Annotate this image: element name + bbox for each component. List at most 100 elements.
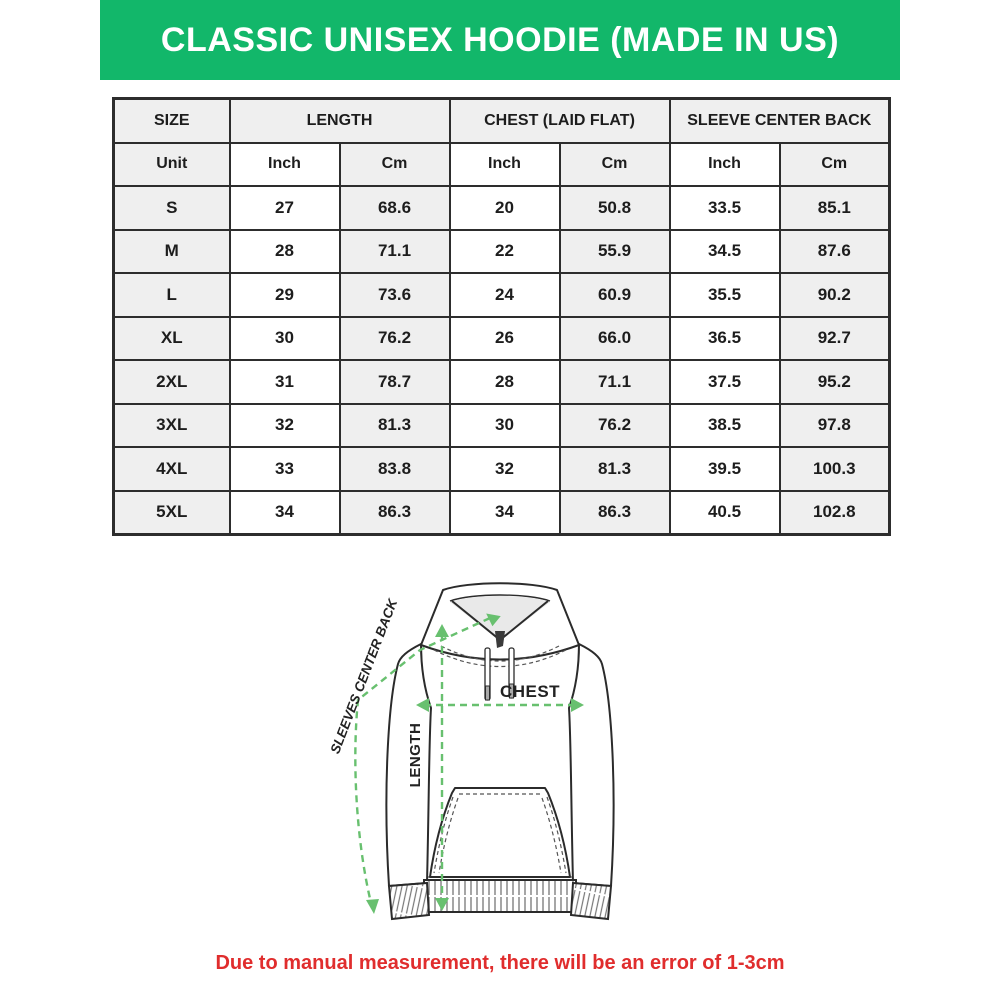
hood-rim-line xyxy=(449,594,551,602)
size-cell: S xyxy=(112,185,231,231)
hoodie-right-sleeve xyxy=(568,643,615,887)
value-cell: 28 xyxy=(228,228,341,274)
value-cell: 24 xyxy=(448,272,561,318)
size-cell: 2XL xyxy=(112,359,231,405)
chest-measure-arrow-right xyxy=(571,698,584,712)
value-cell: 38.5 xyxy=(668,402,781,448)
hoodie-right-cuff xyxy=(569,881,613,921)
table-row: M 28 71.1 22 55.9 34.5 87.6 xyxy=(112,228,891,274)
size-chart-table: SIZE LENGTH CHEST (LAID FLAT) SLEEVE CEN… xyxy=(112,97,892,536)
value-cell: 28 xyxy=(448,359,561,405)
value-cell: 31 xyxy=(228,359,341,405)
value-cell: 32 xyxy=(228,402,341,448)
hoodie-measurement-diagram: CHEST LENGTH SLEEVES CENTER BACK xyxy=(330,582,615,921)
value-cell: 97.8 xyxy=(778,402,891,448)
pocket-stitch-left xyxy=(433,796,454,874)
pocket-stitch-left-inner xyxy=(438,797,459,874)
table-unit-row: Unit Inch Cm Inch Cm Inch Cm xyxy=(112,141,891,187)
value-cell: 32 xyxy=(448,446,561,492)
value-cell: 60.9 xyxy=(558,272,671,318)
value-cell: 66.0 xyxy=(558,315,671,361)
hoodie-left-cuff xyxy=(387,881,431,921)
value-cell: 27 xyxy=(228,185,341,231)
size-cell: 4XL xyxy=(112,446,231,492)
unit-cell: Cm xyxy=(338,141,451,187)
value-cell: 33 xyxy=(228,446,341,492)
chest-label: CHEST xyxy=(500,682,560,701)
unit-cell: Inch xyxy=(228,141,341,187)
drawstring-right-aglet xyxy=(509,683,514,699)
measurement-error-note: Due to manual measurement, there will be… xyxy=(215,952,785,974)
value-cell: 29 xyxy=(228,272,341,318)
value-cell: 78.7 xyxy=(338,359,451,405)
value-cell: 35.5 xyxy=(668,272,781,318)
unit-cell: Cm xyxy=(558,141,671,187)
table-row: 5XL 34 86.3 34 86.3 40.5 102.8 xyxy=(112,489,891,536)
length-label: LENGTH xyxy=(407,723,424,788)
value-cell: 86.3 xyxy=(338,489,451,536)
unit-cell: Unit xyxy=(112,141,231,187)
hood-interior xyxy=(450,596,550,640)
collar-stitch-outer xyxy=(433,649,567,668)
value-cell: 55.9 xyxy=(558,228,671,274)
value-cell: 50.8 xyxy=(558,185,671,231)
value-cell: 20 xyxy=(448,185,561,231)
collar-stitch-inner xyxy=(440,645,560,662)
value-cell: 40.5 xyxy=(668,489,781,536)
size-cell: 5XL xyxy=(112,489,231,536)
length-measure-arrow-bottom xyxy=(435,898,449,911)
pocket-stitch-right xyxy=(546,796,567,874)
unit-cell: Inch xyxy=(668,141,781,187)
table-row: XL 30 76.2 26 66.0 36.5 92.7 xyxy=(112,315,891,361)
title-banner: CLASSIC UNISEX HOODIE (MADE IN US) xyxy=(100,0,900,80)
value-cell: 83.8 xyxy=(338,446,451,492)
value-cell: 100.3 xyxy=(778,446,891,492)
value-cell: 81.3 xyxy=(558,446,671,492)
size-cell: M xyxy=(112,228,231,274)
value-cell: 68.6 xyxy=(338,185,451,231)
table-row: S 27 68.6 20 50.8 33.5 85.1 xyxy=(112,185,891,231)
value-cell: 85.1 xyxy=(778,185,891,231)
value-cell: 86.3 xyxy=(558,489,671,536)
value-cell: 90.2 xyxy=(778,272,891,318)
value-cell: 37.5 xyxy=(668,359,781,405)
value-cell: 71.1 xyxy=(338,228,451,274)
page-title: CLASSIC UNISEX HOODIE (MADE IN US) xyxy=(160,20,840,59)
length-measure-arrow-top xyxy=(435,624,449,637)
size-cell: 3XL xyxy=(112,402,231,448)
col-header-chest: CHEST (LAID FLAT) xyxy=(448,97,671,144)
value-cell: 95.2 xyxy=(778,359,891,405)
table-row: L 29 73.6 24 60.9 35.5 90.2 xyxy=(112,272,891,318)
value-cell: 22 xyxy=(448,228,561,274)
sleeve-measure-arrow-bottom xyxy=(366,899,379,914)
value-cell: 73.6 xyxy=(338,272,451,318)
value-cell: 33.5 xyxy=(668,185,781,231)
chest-measure-arrow-left xyxy=(416,698,429,712)
table-row: 4XL 33 83.8 32 81.3 39.5 100.3 xyxy=(112,446,891,492)
col-header-sleeve: SLEEVE CENTER BACK xyxy=(668,97,891,144)
unit-cell: Cm xyxy=(778,141,891,187)
hoodie-pocket xyxy=(429,787,571,878)
value-cell: 71.1 xyxy=(558,359,671,405)
value-cell: 26 xyxy=(448,315,561,361)
col-header-size: SIZE xyxy=(112,97,231,144)
hoodie-waistband xyxy=(423,879,577,913)
value-cell: 30 xyxy=(448,402,561,448)
value-cell: 34.5 xyxy=(668,228,781,274)
table-group-header-row: SIZE LENGTH CHEST (LAID FLAT) SLEEVE CEN… xyxy=(112,97,891,144)
table-row: 2XL 31 78.7 28 71.1 37.5 95.2 xyxy=(112,359,891,405)
value-cell: 30 xyxy=(228,315,341,361)
value-cell: 102.8 xyxy=(778,489,891,536)
col-header-length: LENGTH xyxy=(228,97,451,144)
size-cell: L xyxy=(112,272,231,318)
pocket-stitch-right-inner xyxy=(541,797,562,874)
value-cell: 76.2 xyxy=(558,402,671,448)
unit-cell: Inch xyxy=(448,141,561,187)
table-row: 3XL 32 81.3 30 76.2 38.5 97.8 xyxy=(112,402,891,448)
hood-opening-edges xyxy=(451,600,549,641)
value-cell: 39.5 xyxy=(668,446,781,492)
value-cell: 34 xyxy=(448,489,561,536)
value-cell: 81.3 xyxy=(338,402,451,448)
value-cell: 76.2 xyxy=(338,315,451,361)
hood-neck-detail xyxy=(495,631,505,648)
